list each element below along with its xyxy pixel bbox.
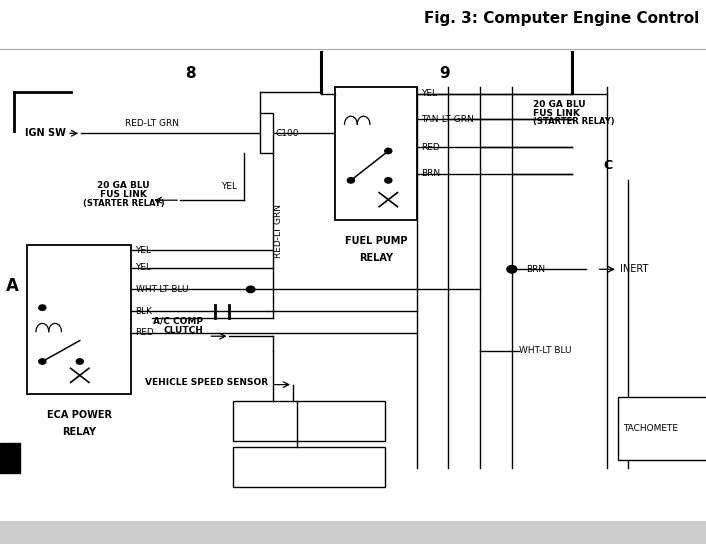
Text: YEL: YEL [421, 89, 437, 98]
Text: YEL: YEL [136, 263, 152, 272]
Text: C: C [604, 159, 613, 172]
Text: FUS LINK: FUS LINK [100, 190, 147, 199]
Text: RED-LT GRN: RED-LT GRN [125, 119, 179, 128]
Bar [618, 397, 706, 460]
Bar [260, 113, 273, 153]
Text: TAN-LT GRN: TAN-LT GRN [421, 115, 474, 123]
Text: C100: C100 [275, 129, 299, 138]
Bar [335, 87, 417, 220]
Text: ECA POWER: ECA POWER [47, 410, 112, 419]
Circle shape [507, 265, 517, 273]
Text: YEL: YEL [222, 182, 237, 191]
Text: FUEL PUMP: FUEL PUMP [345, 236, 407, 245]
Text: RED: RED [136, 329, 155, 337]
Text: IGN SW: IGN SW [25, 128, 66, 138]
Text: A: A [6, 276, 18, 295]
Text: A/C COMP: A/C COMP [153, 316, 203, 325]
Circle shape [347, 177, 354, 183]
Text: RELAY: RELAY [62, 427, 96, 437]
Text: INERT: INERT [620, 264, 648, 274]
Text: YEL: YEL [136, 246, 152, 255]
Text: BRN: BRN [421, 169, 440, 178]
Bar [0, 521, 706, 544]
Text: 8: 8 [185, 66, 196, 81]
Text: Fig. 3: Computer Engine Control: Fig. 3: Computer Engine Control [424, 11, 699, 26]
Text: RED-LT GRN: RED-LT GRN [275, 204, 283, 258]
Text: WHT-LT BLU: WHT-LT BLU [136, 285, 188, 294]
Circle shape [246, 286, 255, 293]
Circle shape [385, 177, 392, 183]
Text: 9: 9 [439, 66, 450, 81]
Circle shape [39, 305, 46, 310]
Bar [233, 401, 385, 441]
Circle shape [385, 149, 392, 154]
Bar [0, 443, 20, 473]
Text: BRN: BRN [526, 265, 545, 274]
Text: RELAY: RELAY [359, 253, 393, 263]
Text: RED: RED [421, 143, 440, 152]
Bar [27, 245, 131, 394]
Text: WHT-LT BLU: WHT-LT BLU [519, 347, 571, 355]
Text: 20 GA BLU: 20 GA BLU [533, 100, 586, 109]
Text: VEHICLE SPEED SENSOR: VEHICLE SPEED SENSOR [145, 378, 268, 387]
Text: BLK: BLK [136, 307, 152, 316]
Text: 20 GA BLU: 20 GA BLU [97, 181, 150, 190]
Bar [233, 447, 385, 487]
Circle shape [39, 359, 46, 364]
Text: FUS LINK: FUS LINK [533, 108, 580, 118]
Text: CLUTCH: CLUTCH [164, 326, 203, 335]
Text: TACHOMETE: TACHOMETE [623, 424, 678, 433]
Circle shape [76, 359, 83, 364]
Text: (STARTER RELAY): (STARTER RELAY) [83, 199, 164, 208]
Text: (STARTER RELAY): (STARTER RELAY) [533, 117, 615, 126]
